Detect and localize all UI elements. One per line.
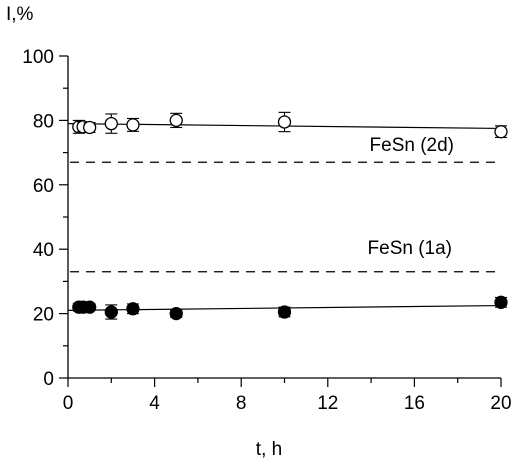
data-point-group xyxy=(83,300,97,314)
open-circle-point xyxy=(277,115,292,129)
labels: I,% t, h FeSn (2d) FeSn (1a) xyxy=(6,4,454,460)
data-point-group xyxy=(169,112,183,129)
x-tick-label: 20 xyxy=(490,393,511,414)
open-circle-point xyxy=(83,120,97,135)
data-points xyxy=(72,111,508,321)
data-point-group xyxy=(169,306,183,321)
y-axis-title: I,% xyxy=(6,4,34,25)
filled-circle-point xyxy=(494,295,508,309)
data-point-group xyxy=(494,295,508,309)
filled-circle-point xyxy=(104,305,118,319)
data-point-group xyxy=(277,305,292,319)
x-tick-label: 16 xyxy=(404,393,425,414)
x-tick-label: 12 xyxy=(317,393,338,414)
data-point-group xyxy=(83,120,97,135)
y-tick-label: 60 xyxy=(33,176,54,197)
open-circle-point xyxy=(169,113,183,128)
axes: 0 20 40 60 80 100 0 4 8 12 16 20 xyxy=(22,47,511,414)
y-tick-label: 40 xyxy=(33,240,54,261)
data-point-group xyxy=(277,111,292,133)
data-point-group xyxy=(126,117,140,132)
ref-label-fesn-2d: FeSn (2d) xyxy=(370,135,454,156)
x-axis-title: t, h xyxy=(256,439,282,460)
open-circle-point xyxy=(126,118,140,132)
data-point-group xyxy=(104,304,118,320)
y-tick-label: 20 xyxy=(33,305,54,326)
y-tick-label: 80 xyxy=(33,111,54,132)
open-circle-point xyxy=(494,125,508,139)
data-point-group xyxy=(126,302,140,316)
ref-label-fesn-1a: FeSn (1a) xyxy=(368,238,452,259)
filled-circle-point xyxy=(277,305,292,319)
filled-circle-point xyxy=(126,302,140,316)
data-point-group xyxy=(494,125,508,139)
reference-lines xyxy=(70,161,501,273)
filled-circle-point xyxy=(169,306,183,321)
x-tick-label: 0 xyxy=(63,393,74,414)
data-point-group xyxy=(104,113,118,134)
filled-circle-point xyxy=(83,300,97,314)
x-tick-label: 4 xyxy=(149,393,160,414)
y-tick-label: 100 xyxy=(22,47,54,68)
y-tick-label: 0 xyxy=(43,369,54,390)
x-tick-label: 8 xyxy=(236,393,247,414)
open-circle-point xyxy=(104,116,118,131)
